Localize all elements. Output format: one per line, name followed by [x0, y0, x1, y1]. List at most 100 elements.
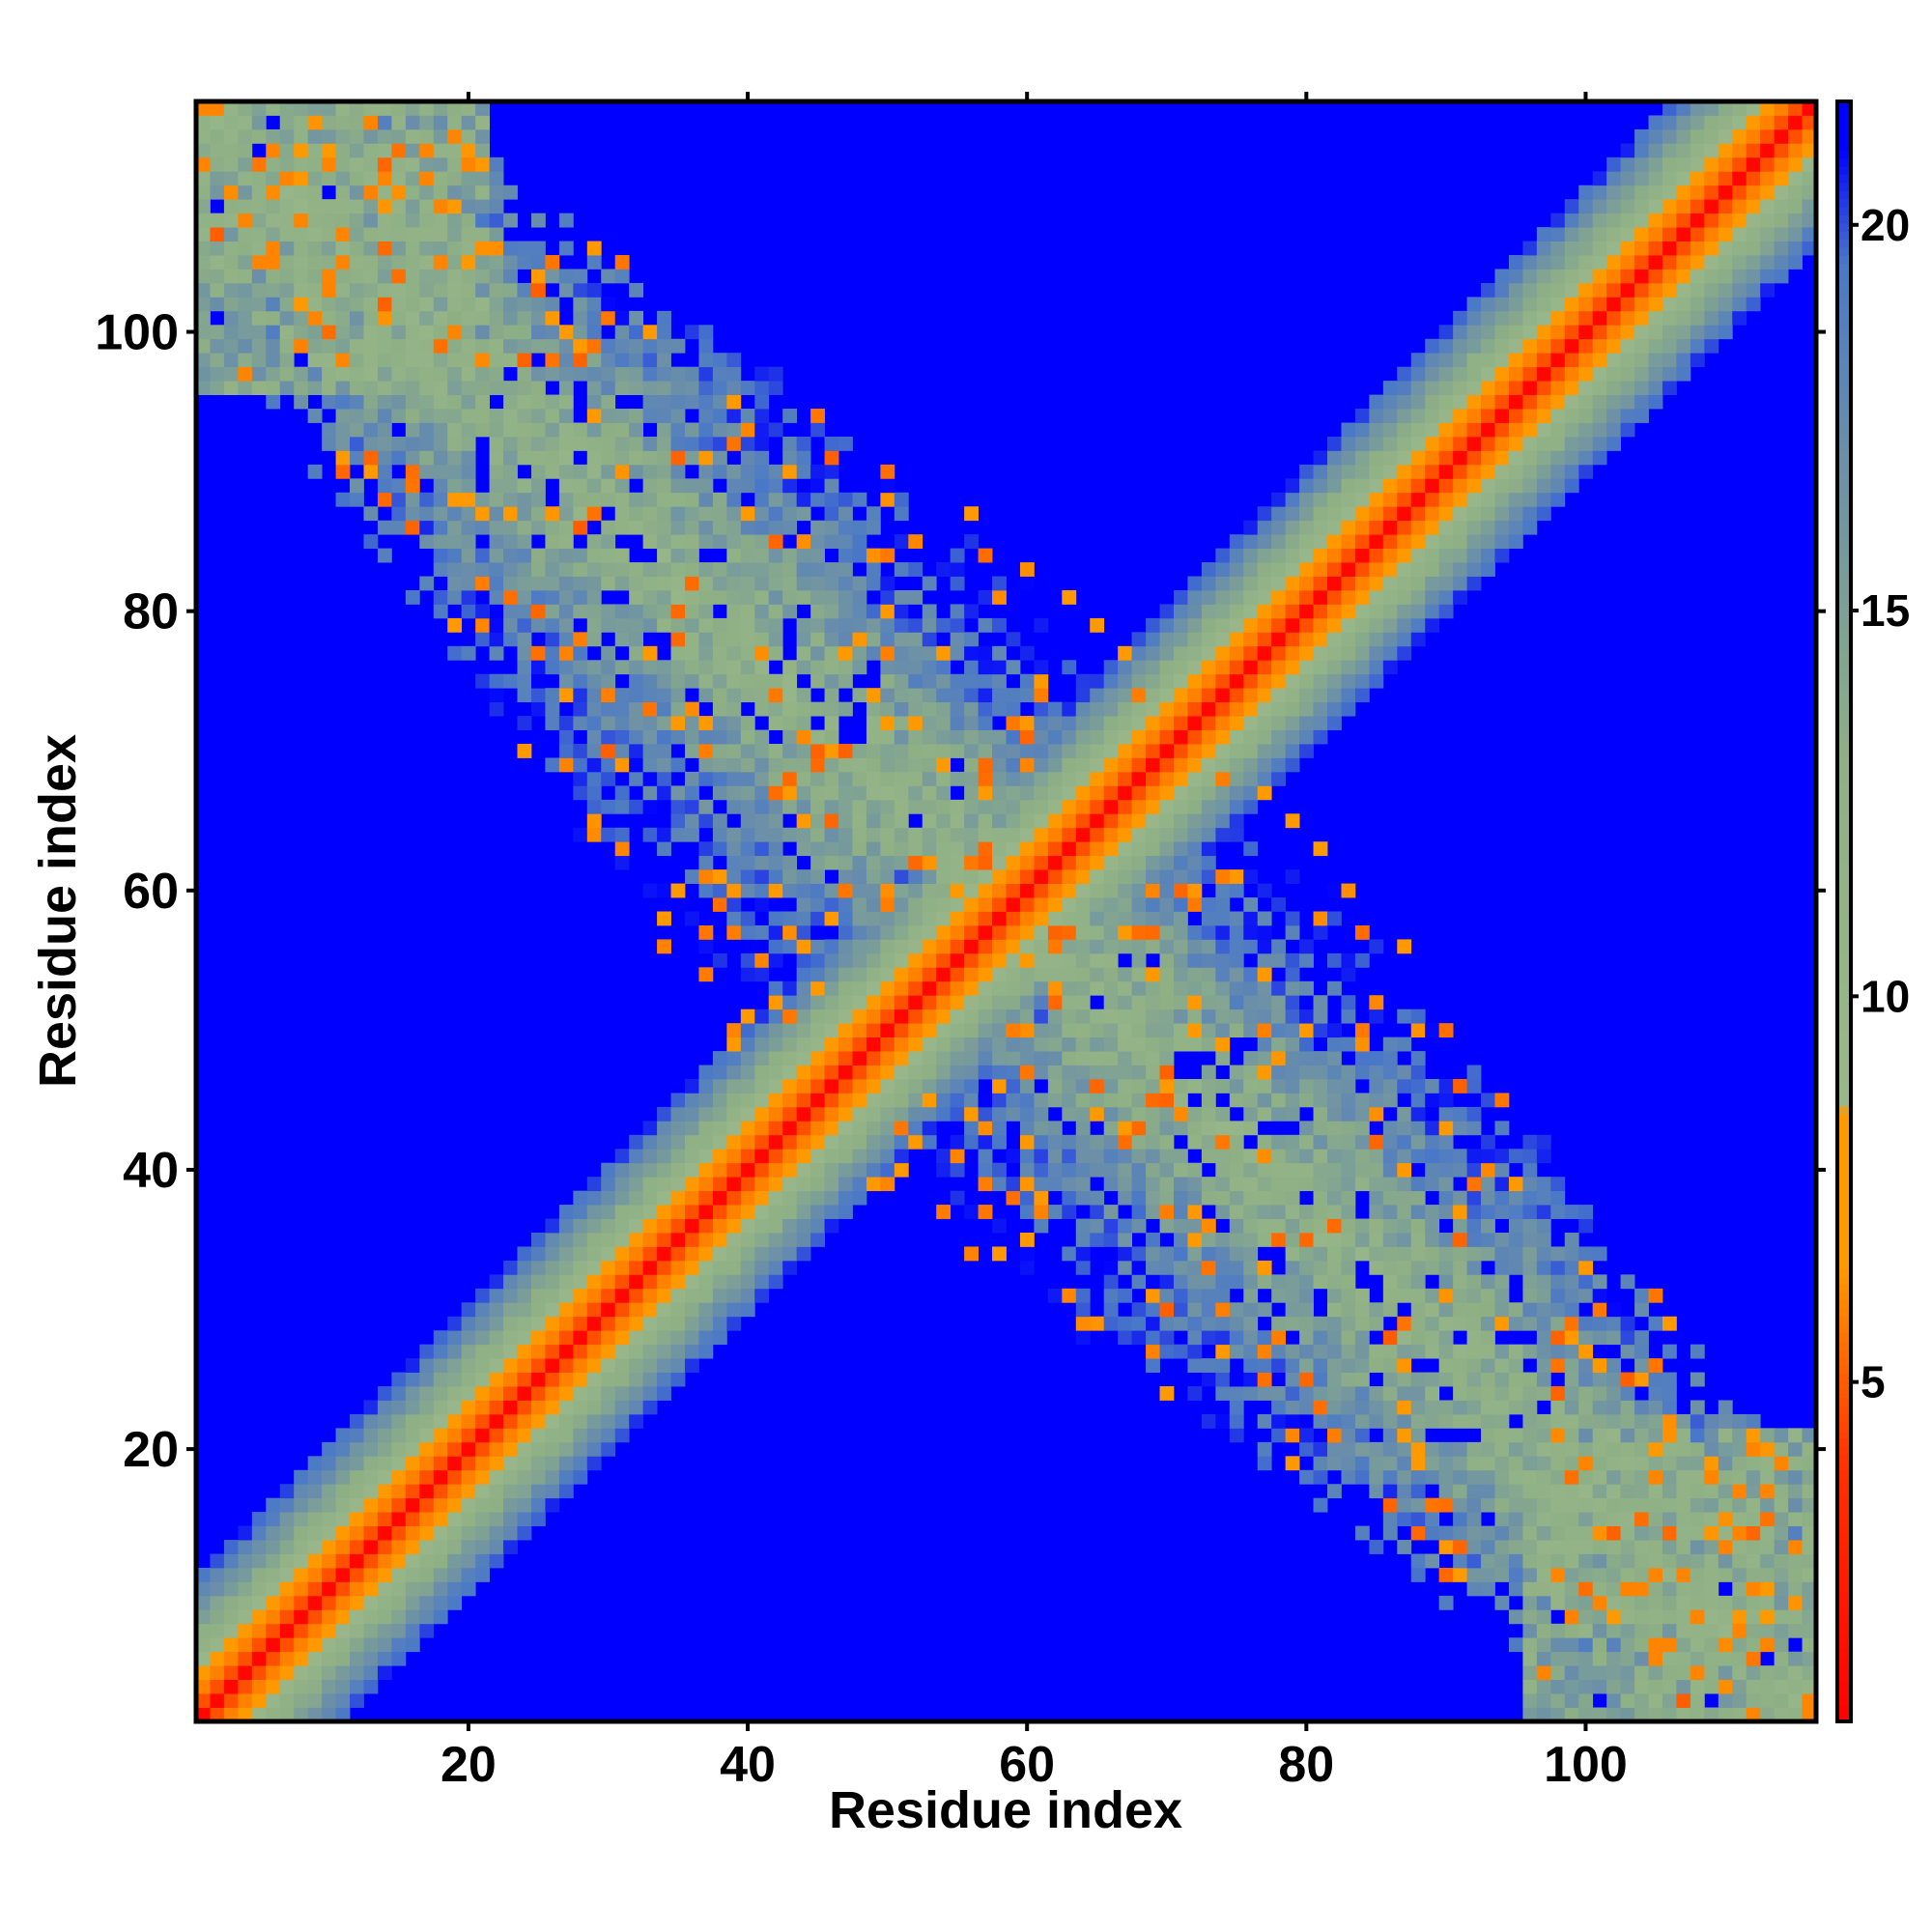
heatmap-cell	[838, 701, 853, 717]
heatmap-cell	[391, 1637, 407, 1653]
heatmap-cell	[810, 883, 825, 898]
heatmap-cell	[684, 534, 699, 550]
heatmap-cell	[1173, 673, 1188, 689]
heatmap-cell	[1173, 855, 1188, 870]
heatmap-cell	[1341, 1288, 1356, 1303]
heatmap-cell	[852, 576, 867, 591]
heatmap-cell	[1410, 1051, 1426, 1065]
heatmap-cell	[335, 1637, 351, 1653]
heatmap-cell	[712, 744, 727, 758]
heatmap-cell	[294, 1707, 309, 1722]
heatmap-cell	[1550, 1665, 1566, 1681]
heatmap-cell	[684, 1177, 699, 1192]
heatmap-cell	[1382, 562, 1398, 577]
heatmap-cell	[251, 338, 267, 354]
heatmap-cell	[196, 241, 211, 256]
heatmap-cell	[1062, 799, 1077, 814]
heatmap-cell	[475, 1372, 490, 1387]
heatmap-cell	[461, 422, 476, 438]
heatmap-cell	[1215, 924, 1231, 940]
heatmap-cell	[1550, 297, 1566, 312]
heatmap-cell	[1173, 645, 1188, 661]
heatmap-cell	[629, 1330, 644, 1346]
heatmap-cell	[1453, 1484, 1467, 1499]
heatmap-cell	[266, 199, 281, 214]
heatmap-cell	[614, 855, 630, 870]
heatmap-cell	[964, 827, 979, 842]
heatmap-cell	[307, 1525, 323, 1541]
heatmap-cell	[573, 1428, 588, 1443]
heatmap-cell	[740, 952, 755, 968]
heatmap-cell	[698, 576, 714, 591]
heatmap-cell	[1550, 422, 1566, 438]
heatmap-cell	[726, 632, 742, 647]
heatmap-cell	[698, 729, 714, 745]
heatmap-cell	[1075, 855, 1091, 870]
heatmap-cell	[530, 1316, 546, 1331]
heatmap-cell	[1327, 1162, 1342, 1178]
heatmap-cell	[503, 422, 518, 438]
heatmap-cell	[1103, 924, 1119, 940]
heatmap-cell	[629, 1386, 644, 1401]
heatmap-cell	[335, 1665, 351, 1681]
heatmap-cell	[1173, 799, 1188, 814]
heatmap-cell	[1257, 729, 1272, 745]
heatmap-cell	[586, 492, 602, 507]
heatmap-cell	[754, 548, 770, 563]
heatmap-cell	[642, 799, 658, 814]
heatmap-cell	[545, 1413, 560, 1429]
heatmap-cell	[740, 1177, 755, 1192]
heatmap-cell	[601, 1233, 616, 1247]
heatmap-cell	[908, 785, 923, 801]
heatmap-cell	[1550, 1581, 1566, 1597]
heatmap-cell	[238, 1637, 253, 1653]
heatmap-cell	[670, 436, 686, 451]
heatmap-cell	[1341, 1093, 1356, 1108]
heatmap-cell	[936, 617, 952, 633]
heatmap-cell	[614, 576, 630, 591]
heatmap-cell	[936, 688, 952, 703]
heatmap-cell	[657, 673, 671, 689]
heatmap-cell	[405, 478, 420, 494]
heatmap-cell	[922, 771, 937, 786]
heatmap-cell	[1229, 1078, 1244, 1094]
heatmap-cell	[1090, 883, 1105, 898]
heatmap-cell	[657, 1372, 671, 1387]
heatmap-cell	[377, 325, 392, 340]
heatmap-cell	[950, 967, 965, 982]
heatmap-cell	[1271, 1037, 1287, 1052]
heatmap-cell	[810, 1023, 825, 1038]
heatmap-cell	[698, 645, 714, 661]
heatmap-cell	[1481, 297, 1495, 312]
heatmap-cell	[796, 939, 811, 954]
heatmap-cell	[447, 1553, 463, 1569]
heatmap-cell	[1341, 1372, 1356, 1387]
heatmap-cell	[1466, 1512, 1482, 1527]
heatmap-cell	[1354, 1525, 1370, 1541]
heatmap-cell	[1062, 827, 1077, 842]
heatmap-cell	[1173, 841, 1188, 857]
heatmap-cell	[908, 534, 923, 550]
heatmap-cell	[1438, 1023, 1454, 1038]
heatmap-cell	[726, 353, 742, 368]
heatmap-cell	[1438, 1330, 1454, 1346]
heatmap-cell	[936, 939, 952, 954]
heatmap-cell	[866, 827, 881, 842]
heatmap-cell	[810, 576, 825, 591]
heatmap-cell	[489, 1330, 504, 1346]
heatmap-cell	[852, 1078, 867, 1094]
heatmap-cell	[754, 1093, 770, 1108]
heatmap-cell	[1550, 1623, 1566, 1638]
heatmap-cell	[1438, 1106, 1454, 1122]
heatmap-cell	[405, 128, 420, 144]
heatmap-cell	[684, 589, 699, 605]
heatmap-cell	[1006, 632, 1021, 647]
heatmap-cell	[936, 1093, 952, 1108]
heatmap-cell	[698, 1093, 714, 1108]
heatmap-cell	[294, 1540, 309, 1554]
heatmap-cell	[1354, 617, 1370, 633]
heatmap-cell	[196, 1637, 211, 1653]
heatmap-cell	[1215, 1051, 1231, 1065]
heatmap-cell	[503, 520, 518, 535]
heatmap-cell	[740, 1205, 755, 1219]
